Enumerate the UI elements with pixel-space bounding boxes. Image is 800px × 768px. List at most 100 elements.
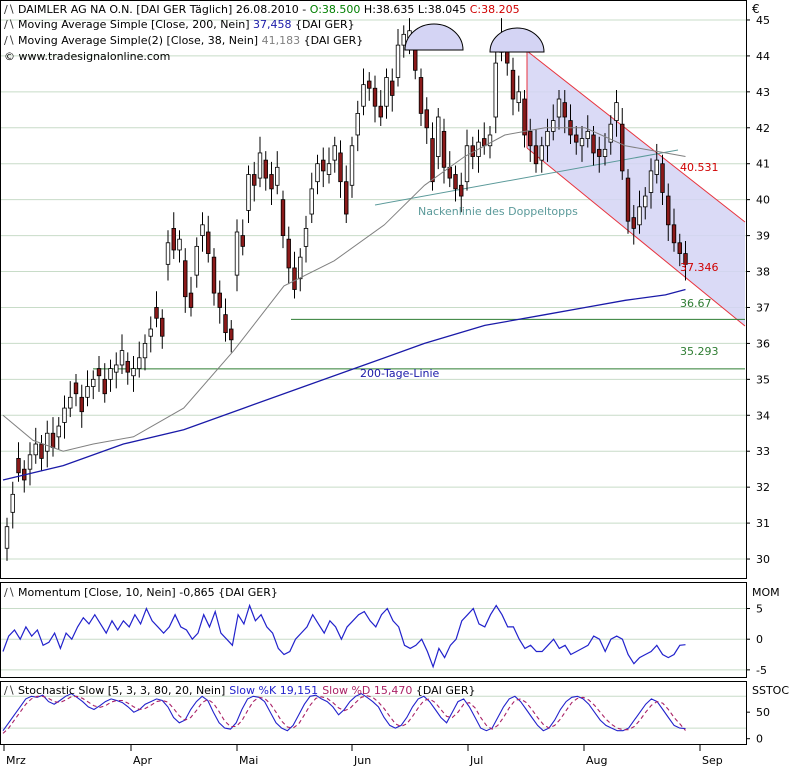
- stoch-k-legend: Slow %K 19,151: [229, 684, 318, 697]
- candle-body-4: [27, 454, 33, 470]
- legend-high: H:38.635: [360, 3, 414, 16]
- candle-body-45: [263, 159, 268, 179]
- legend-ma200: Moving Average Simple [Close, 200, Nein]…: [18, 18, 355, 31]
- momentum-panel: -5 0 5: [1, 603, 767, 677]
- candle-body-113: [654, 159, 659, 175]
- candle-body-43: [252, 174, 257, 186]
- xtick-label-Apr: Apr: [133, 754, 153, 767]
- ytick-label-44: 44: [756, 50, 770, 63]
- annotation-2: 36.67: [680, 297, 712, 310]
- ytick-label-43: 43: [756, 86, 770, 99]
- legend-ma200-value: 37,458: [250, 18, 292, 31]
- candle-body-68: [395, 44, 401, 78]
- legend-open: O:38.500: [310, 3, 361, 16]
- xtick-label-Mrz: Mrz: [6, 754, 26, 767]
- candle-body-93: [539, 145, 544, 161]
- candle-body-33: [194, 245, 199, 276]
- candle-body-24: [142, 343, 148, 359]
- ytick-label-35: 35: [756, 373, 770, 386]
- candle-body-5: [33, 443, 38, 456]
- xtick-label-Sep: Sep: [702, 754, 723, 767]
- candle-body-51: [298, 256, 303, 280]
- candle-body-101: [585, 130, 590, 139]
- ytick-label-33: 33: [756, 445, 770, 458]
- momentum-legend-icon: ∕∖: [4, 586, 15, 599]
- candle-body-76: [441, 130, 447, 168]
- candle-body-67: [390, 80, 395, 96]
- candle-body-62: [361, 84, 366, 107]
- currency-symbol: €: [752, 2, 760, 16]
- candle-body-78: [453, 174, 458, 190]
- candle-body-96: [556, 98, 562, 118]
- candle-body-57: [332, 145, 337, 161]
- candle-body-91: [528, 130, 533, 147]
- legend-instrument: DAIMLER AG NA O.N. [DAI GER Täglich] 26.…: [18, 3, 310, 16]
- candle-body-8: [50, 432, 56, 449]
- candle-body-19: [114, 364, 119, 373]
- ytick-label-32: 32: [756, 481, 770, 494]
- candle-body-109: [631, 217, 636, 229]
- momentum-title: Momentum [Close, 10, Nein] -0,865 {DAI G…: [18, 586, 278, 599]
- annotation-4: Nackenlinie des Doppeltopps: [418, 205, 578, 218]
- legend-ma38-name: Moving Average Simple(2) [Close, 38, Nei…: [18, 34, 258, 47]
- candle-body-61: [355, 113, 360, 136]
- legend-ma38-suffix: {DAI GER}: [300, 34, 363, 47]
- moving-averages: [2, 127, 686, 481]
- stoch-d-line: [2, 695, 686, 734]
- stoch-legend-icon: ∕∖: [4, 684, 15, 697]
- candle-body-112: [648, 170, 654, 193]
- stochastic-panel-frame: [0, 681, 747, 745]
- legend-ma38: Moving Average Simple(2) [Close, 38, Nei…: [18, 34, 363, 47]
- candle-body-102: [591, 134, 596, 154]
- candle-body-54: [315, 163, 320, 183]
- xtick-label-Mai: Mai: [239, 754, 258, 767]
- stoch-suffix: {DAI GER}: [412, 684, 475, 697]
- ytick-label-42: 42: [756, 122, 770, 135]
- candle-body-6: [39, 443, 44, 459]
- candle-body-26: [154, 307, 159, 319]
- candle-body-1: [10, 493, 15, 513]
- xtick-label-Jun: Jun: [353, 754, 371, 767]
- candle-body-53: [309, 188, 314, 215]
- annotations: 40.531 37.346 36.67 35.293 Nackenlinie des D…: [360, 161, 719, 380]
- candle-body-105: [608, 123, 613, 143]
- annotation-5: 200-Tage-Linie: [360, 367, 440, 380]
- candle-body-23: [137, 357, 142, 369]
- candle-body-84: [487, 134, 493, 147]
- candle-body-14: [85, 386, 90, 398]
- candle-body-116: [671, 224, 677, 244]
- candle-body-28: [165, 242, 171, 265]
- price-legend: ∕∖ DAIMLER AG NA O.N. [DAI GER Täglich] …: [4, 3, 520, 63]
- trend-channel: [526, 50, 746, 327]
- candle-body-38: [223, 314, 228, 334]
- ma200-line: [2, 288, 686, 481]
- copyright-text: © www.tradesignalonline.com: [4, 50, 170, 63]
- legend-icon-1: ∕∖: [4, 3, 15, 16]
- xtick-label-Jul: Jul: [469, 754, 483, 767]
- candle-body-111: [643, 195, 648, 208]
- legend-ma38-value: 41,183: [258, 34, 300, 47]
- candle-body-0: [4, 526, 10, 549]
- ma38-line: [2, 127, 686, 452]
- momentum-panel-frame: [0, 582, 747, 678]
- legend-ma200-suffix: {DAI GER}: [292, 18, 355, 31]
- candle-body-49: [286, 238, 291, 269]
- legend-close: C:38.205: [466, 3, 519, 16]
- candle-body-92: [533, 145, 539, 165]
- price-gridlines: [1, 19, 746, 560]
- channel-upper-line: [526, 50, 746, 223]
- price-y-axis: 30 31 32 33 34 35 36 37 38 39 40 41 42 43 44 45: [746, 14, 770, 566]
- candle-body-35: [206, 231, 211, 254]
- candle-body-77: [447, 166, 452, 179]
- candle-body-59: [344, 181, 349, 215]
- candle-body-39: [229, 328, 234, 341]
- candle-body-16: [96, 368, 102, 377]
- candle-body-12: [73, 382, 79, 395]
- candle-body-30: [177, 238, 182, 251]
- candle-body-60: [349, 145, 355, 186]
- candle-body-25: [148, 328, 153, 337]
- candle-body-99: [574, 134, 579, 143]
- ytick-label-30: 30: [756, 553, 770, 566]
- channel-lower-line: [526, 147, 746, 327]
- candle-body-10: [62, 407, 67, 423]
